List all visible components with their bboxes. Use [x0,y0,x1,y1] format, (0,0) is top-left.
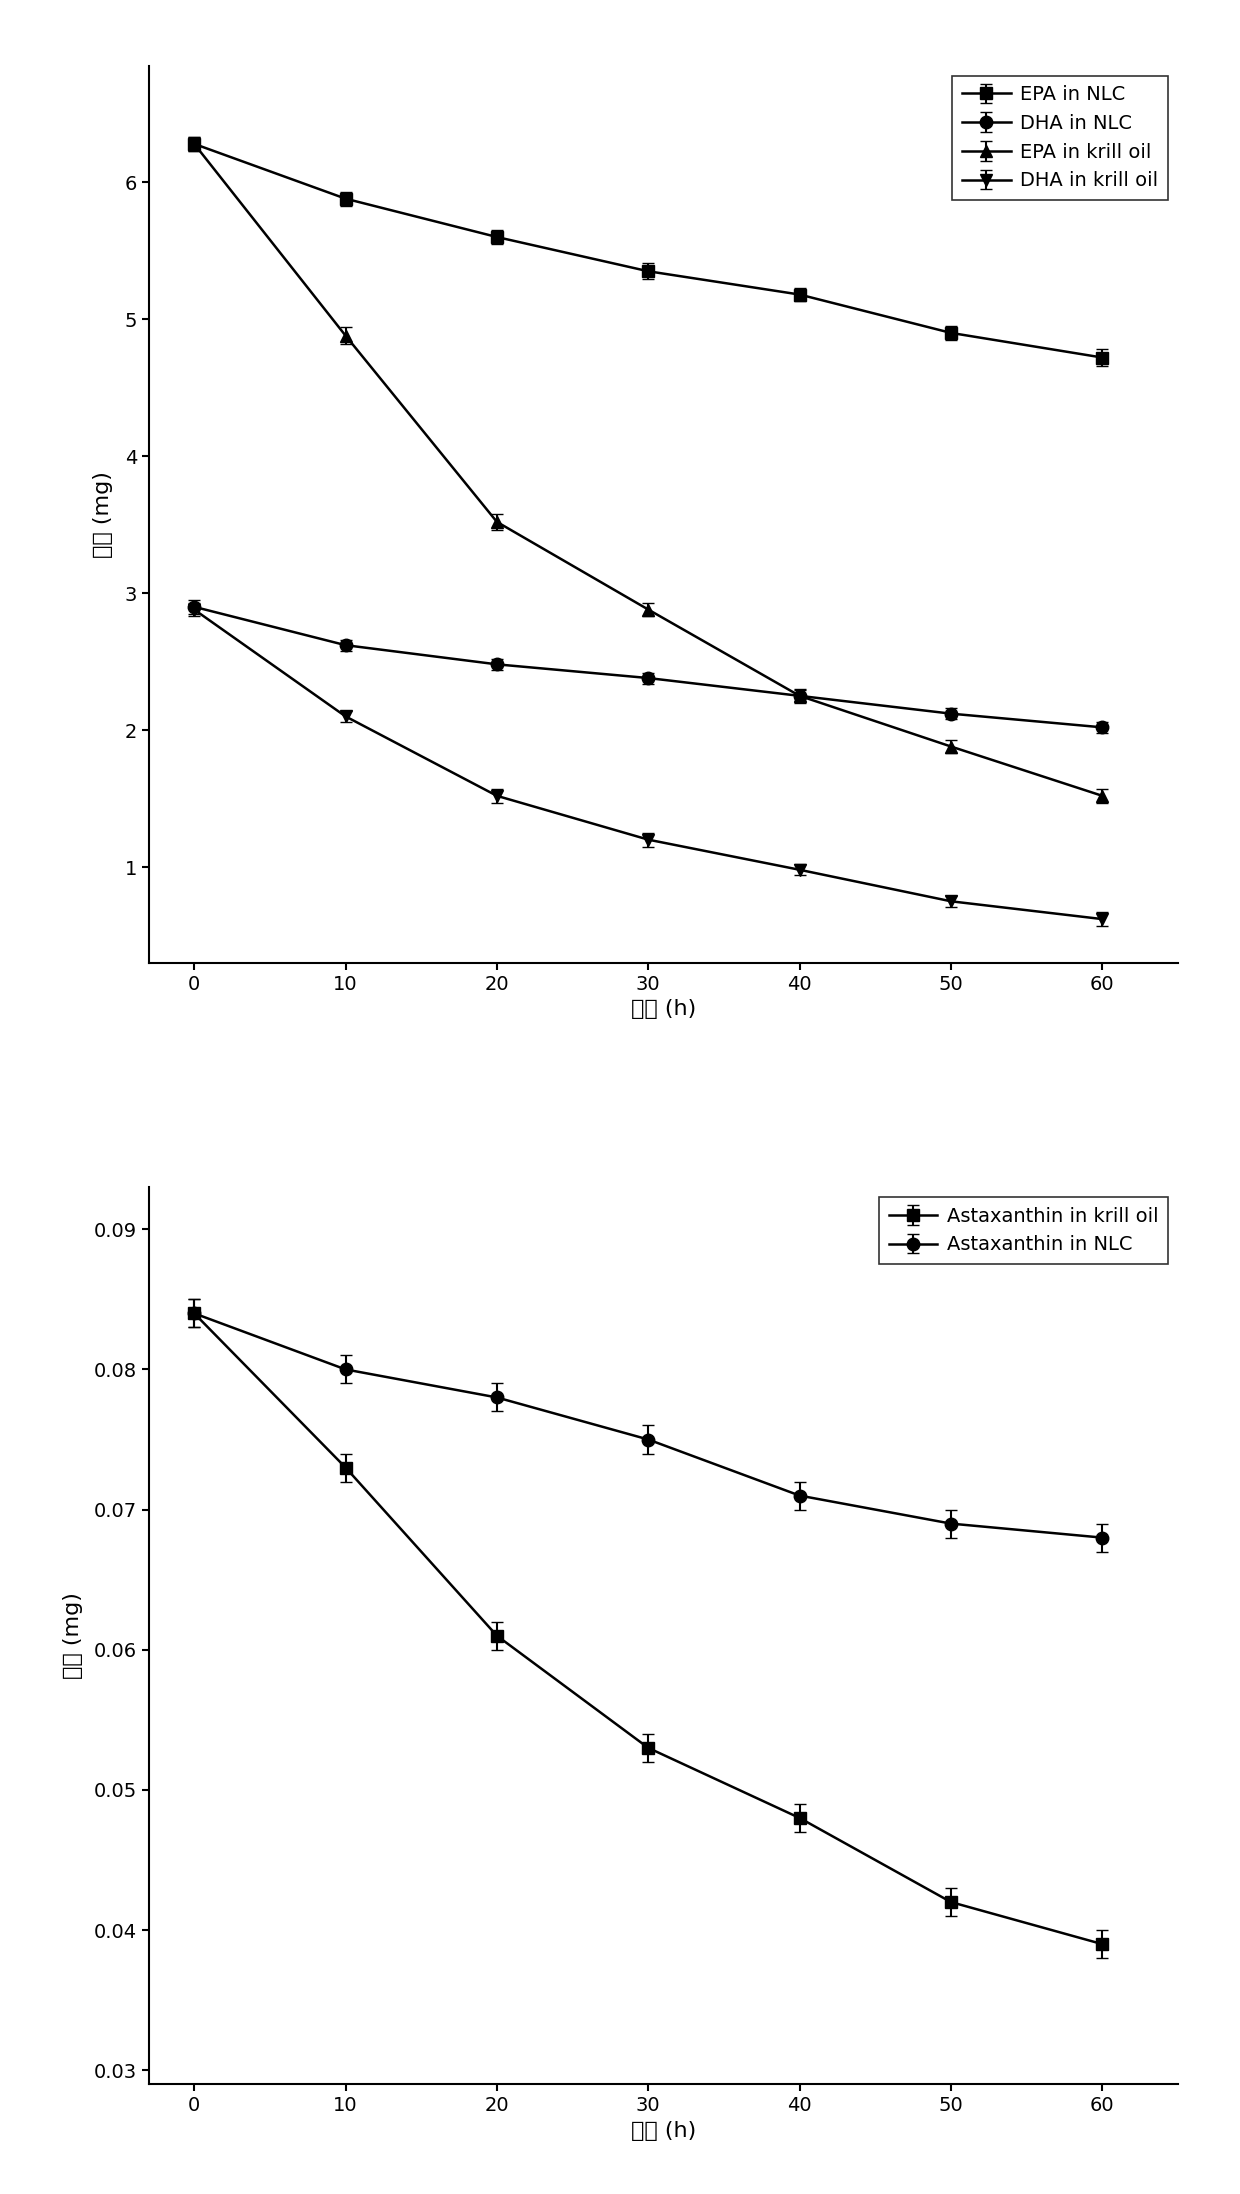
Y-axis label: 含量 (mg): 含量 (mg) [63,1593,83,1678]
X-axis label: 时间 (h): 时间 (h) [631,998,696,1020]
Legend: Astaxanthin in krill oil, Astaxanthin in NLC: Astaxanthin in krill oil, Astaxanthin in… [879,1198,1168,1264]
X-axis label: 时间 (h): 时间 (h) [631,2122,696,2141]
Y-axis label: 含量 (mg): 含量 (mg) [93,472,113,557]
Legend: EPA in NLC, DHA in NLC, EPA in krill oil, DHA in krill oil: EPA in NLC, DHA in NLC, EPA in krill oil… [952,75,1168,200]
